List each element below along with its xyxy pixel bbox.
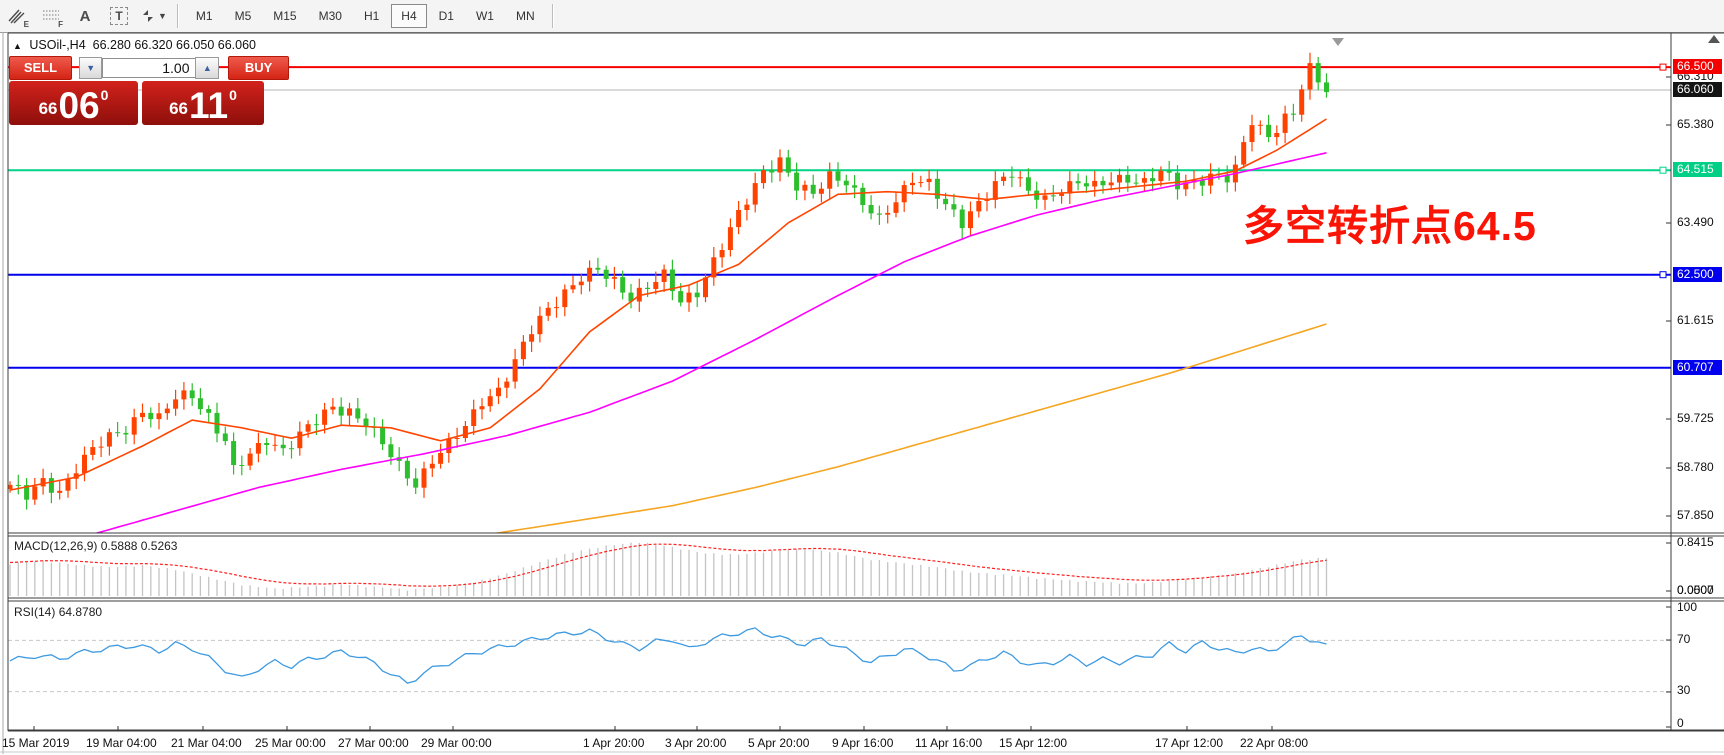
- price-tick-label: 61.615: [1677, 313, 1714, 327]
- scale-marker-icon: [1708, 35, 1720, 43]
- time-axis-label: 29 Mar 00:00: [421, 736, 492, 750]
- chevron-down-icon: ▼: [158, 11, 167, 21]
- time-axis-label: 3 Apr 20:00: [665, 736, 727, 750]
- shift-marker-icon: [1332, 38, 1344, 46]
- time-axis-label: 1 Apr 20:00: [583, 736, 645, 750]
- time-axis-label: 22 Apr 08:00: [1240, 736, 1309, 750]
- price-badge-66.500: 66.500: [1673, 59, 1722, 74]
- symbol-ohlc-line: ▲ USOil-,H4 66.280 66.320 66.050 66.060: [13, 38, 256, 52]
- timeframe-button-group: M1 M5 M15 M30 H1 H4 D1 W1 MN: [185, 4, 546, 28]
- time-axis-label: 15 Apr 12:00: [999, 736, 1068, 750]
- price-badge-64.515: 64.515: [1673, 162, 1722, 177]
- chart-annotation-text: 多空转折点64.5: [1243, 203, 1537, 249]
- candlestick-series: [8, 52, 1329, 510]
- grid-tool-icon[interactable]: F: [38, 3, 64, 29]
- price-tick-label: 57.850: [1677, 508, 1714, 522]
- timeframe-button-M1[interactable]: M1: [195, 9, 213, 23]
- rsi-line: [9, 627, 1327, 684]
- time-axis-label: 19 Mar 04:00: [86, 736, 157, 750]
- text-box-tool-icon[interactable]: T: [106, 3, 132, 29]
- rsi-tick-label: 100: [1677, 600, 1698, 614]
- ma-slow-line: [492, 323, 1327, 533]
- buy-price-tile[interactable]: 66 11 0: [142, 81, 264, 125]
- time-axis-label: 25 Mar 00:00: [255, 736, 326, 750]
- sell-price-tile[interactable]: 66 06 0: [9, 81, 138, 125]
- toolbar-separator: [551, 4, 554, 28]
- macd-tick-label: 0.0507: [1677, 583, 1714, 597]
- timeframe-button-H4[interactable]: H4: [391, 4, 427, 28]
- timeframe-button-W1[interactable]: W1: [475, 9, 494, 23]
- time-axis-label: 5 Apr 20:00: [748, 736, 810, 750]
- buy-button[interactable]: BUY: [228, 55, 290, 80]
- timeframe-button-M30[interactable]: M30: [318, 9, 342, 23]
- timeframe-button-D1[interactable]: D1: [438, 9, 454, 23]
- text-label-tool-icon[interactable]: A: [79, 7, 91, 25]
- one-click-trading-panel: SELL ▼ ▲ BUY 66 06 0 66 11 0: [9, 55, 290, 125]
- volume-decrease-button[interactable]: ▼: [78, 56, 103, 79]
- arrows-tool-icon[interactable]: ▼: [140, 3, 167, 29]
- rsi-label: RSI(14) 64.8780: [14, 605, 103, 619]
- macd-tick-label: 0.8415: [1677, 535, 1714, 549]
- ma-mid-line: [94, 152, 1327, 533]
- time-axis-label: 27 Mar 00:00: [338, 736, 409, 750]
- sell-button[interactable]: SELL: [9, 55, 72, 80]
- toolbar-separator: [176, 4, 179, 28]
- price-badge-66.060: 66.060: [1673, 82, 1722, 97]
- trendlines-tool-icon[interactable]: E: [4, 3, 30, 29]
- macd-histogram: [9, 542, 1328, 596]
- macd-tick-label: 0.0000: [1677, 583, 1714, 597]
- volume-input[interactable]: [102, 57, 196, 78]
- price-tick-label: 59.725: [1677, 411, 1714, 425]
- rsi-tick-label: 30: [1677, 683, 1691, 697]
- rsi-tick-label: 0: [1677, 716, 1684, 730]
- volume-increase-button[interactable]: ▲: [195, 56, 220, 79]
- price-badge-62.500: 62.500: [1673, 267, 1722, 282]
- price-tick-label: 58.780: [1677, 460, 1714, 474]
- macd-label: MACD(12,26,9) 0.5888 0.5263: [14, 539, 178, 553]
- time-axis-label: 11 Apr 16:00: [915, 736, 983, 750]
- time-axis-label: 21 Mar 04:00: [171, 736, 242, 750]
- rsi-tick-label: 70: [1677, 632, 1691, 646]
- timeframe-button-H1[interactable]: H1: [363, 9, 380, 23]
- ma-fast-line: [9, 118, 1327, 491]
- timeframe-button-MN[interactable]: MN: [515, 9, 535, 23]
- price-badge-60.707: 60.707: [1673, 360, 1722, 375]
- macd-signal-line: [9, 543, 1327, 587]
- symbol-ohlc-values: 66.280 66.320 66.050 66.060: [92, 38, 256, 52]
- symbol-arrow-icon: ▲: [13, 41, 22, 51]
- symbol-name: USOil-,H4: [29, 38, 86, 52]
- timeframe-button-M15[interactable]: M15: [273, 9, 297, 23]
- price-tick-label: 65.380: [1677, 117, 1714, 131]
- time-axis-label: 15 Mar 2019: [2, 736, 70, 750]
- time-axis-label: 9 Apr 16:00: [832, 736, 894, 750]
- time-axis-label: 17 Apr 12:00: [1155, 736, 1224, 750]
- timeframe-button-M5[interactable]: M5: [234, 9, 252, 23]
- price-tick-label: 63.490: [1677, 215, 1714, 229]
